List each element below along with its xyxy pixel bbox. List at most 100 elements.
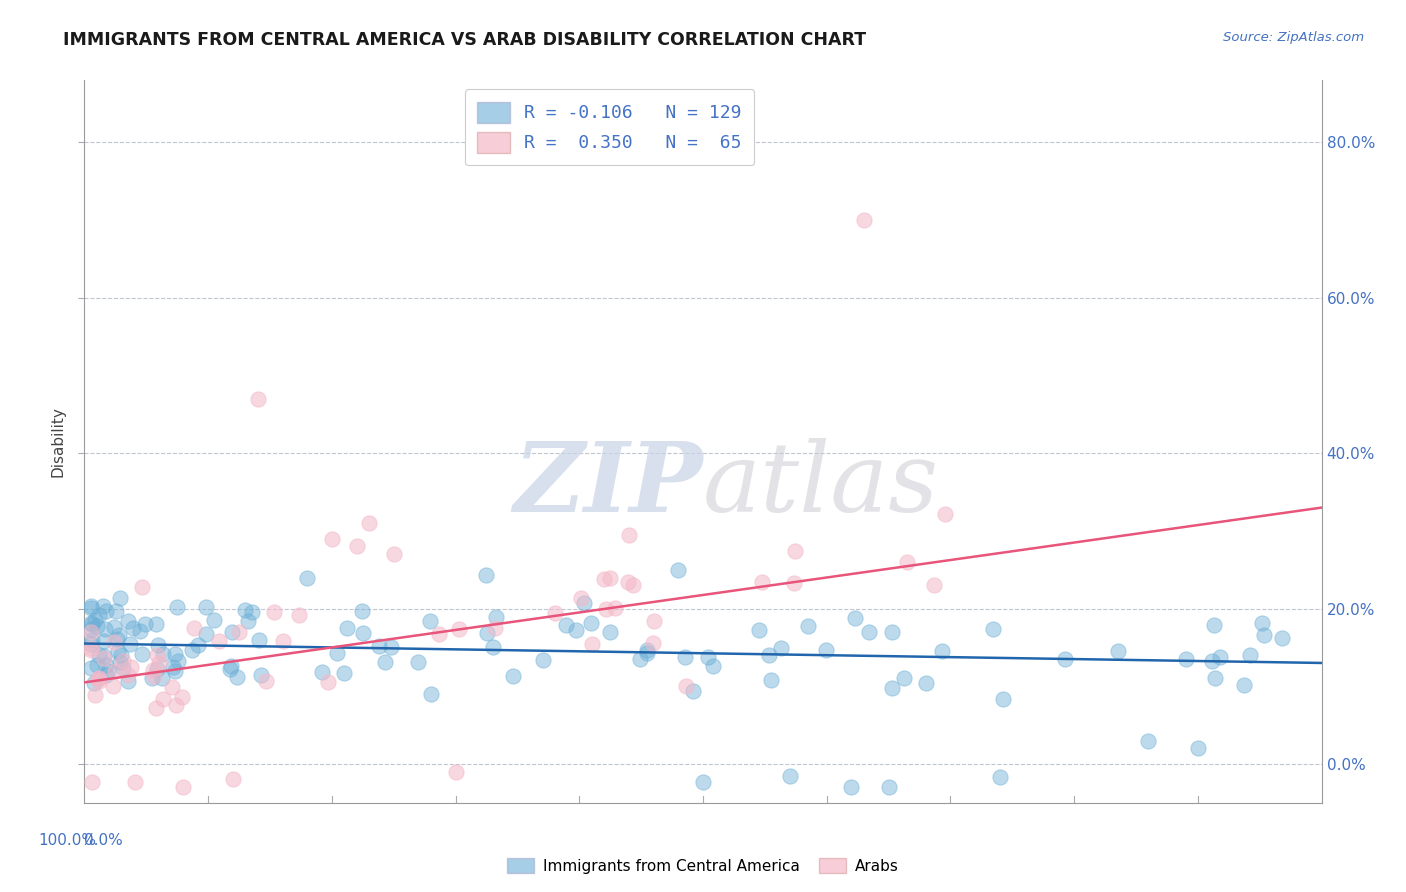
Point — [983, 622, 1005, 636]
Point — [162, 680, 184, 694]
Point — [148, 656, 170, 670]
Point — [93, 622, 115, 636]
Point — [79, 637, 101, 651]
Point — [146, 638, 169, 652]
Point — [89, 648, 111, 663]
Point — [595, 602, 617, 616]
Point — [107, 628, 129, 642]
Point — [250, 668, 273, 682]
Point — [502, 669, 524, 683]
Point — [142, 663, 165, 677]
Point — [165, 664, 187, 678]
Point — [236, 614, 259, 628]
Point — [922, 578, 945, 592]
Point — [247, 633, 270, 648]
Point — [325, 646, 347, 660]
Point — [79, 642, 101, 657]
Point — [374, 655, 396, 669]
Point — [80, 632, 103, 647]
Point — [254, 674, 277, 689]
Point — [844, 611, 866, 625]
Point — [80, 616, 103, 631]
Point — [120, 659, 142, 673]
Point — [380, 640, 402, 655]
Point — [1209, 649, 1232, 664]
Point — [1239, 648, 1261, 662]
Point — [104, 665, 127, 679]
Point — [117, 614, 139, 628]
Point — [357, 516, 380, 530]
Point — [152, 648, 174, 662]
Point — [118, 637, 141, 651]
Point — [769, 641, 792, 656]
Point — [880, 681, 903, 695]
Point — [263, 605, 285, 619]
Point — [152, 692, 174, 706]
Point — [86, 657, 108, 672]
Point — [240, 605, 263, 619]
Point — [915, 676, 938, 690]
Text: 100.0%: 100.0% — [39, 833, 97, 848]
Point — [117, 668, 139, 682]
Point — [1137, 733, 1160, 747]
Point — [246, 392, 269, 406]
Point — [617, 528, 640, 542]
Point — [225, 670, 247, 684]
Point — [1204, 618, 1226, 632]
Point — [89, 608, 111, 623]
Point — [79, 615, 101, 630]
Point — [93, 634, 115, 648]
Point — [474, 568, 496, 582]
Point — [79, 641, 101, 656]
Text: Source: ZipAtlas.com: Source: ZipAtlas.com — [1223, 31, 1364, 45]
Point — [93, 648, 115, 663]
Point — [79, 622, 101, 636]
Point — [80, 660, 103, 674]
Point — [346, 540, 368, 554]
Point — [79, 601, 101, 615]
Point — [180, 642, 202, 657]
Point — [87, 673, 110, 688]
Point — [297, 571, 319, 585]
Point — [208, 634, 231, 648]
Point — [988, 770, 1011, 784]
Point — [333, 665, 356, 680]
Point — [852, 213, 875, 227]
Point — [751, 575, 773, 590]
Point — [145, 616, 167, 631]
Point — [219, 659, 242, 673]
Point — [202, 613, 225, 627]
Point — [783, 543, 806, 558]
Point — [1201, 654, 1223, 668]
Point — [692, 774, 714, 789]
Point — [406, 655, 429, 669]
Point — [1107, 644, 1129, 658]
Point — [134, 616, 156, 631]
Point — [107, 644, 129, 658]
Point — [124, 775, 146, 789]
Point — [93, 651, 115, 665]
Point — [112, 661, 135, 675]
Point — [636, 646, 658, 660]
Point — [83, 613, 105, 627]
Point — [166, 599, 188, 614]
Point — [84, 688, 107, 702]
Point — [449, 622, 471, 636]
Point — [271, 633, 294, 648]
Point — [79, 624, 101, 639]
Point — [572, 596, 595, 610]
Point — [1271, 631, 1294, 645]
Point — [221, 624, 243, 639]
Point — [682, 684, 704, 698]
Point — [101, 679, 124, 693]
Legend: R = -0.106   N = 129, R =  0.350   N =  65: R = -0.106 N = 129, R = 0.350 N = 65 — [464, 89, 754, 165]
Point — [748, 624, 770, 638]
Point — [1233, 678, 1256, 692]
Point — [666, 563, 689, 577]
Point — [1253, 628, 1275, 642]
Point — [477, 625, 499, 640]
Point — [222, 772, 245, 787]
Point — [531, 653, 554, 667]
Point — [382, 547, 405, 561]
Point — [83, 676, 105, 690]
